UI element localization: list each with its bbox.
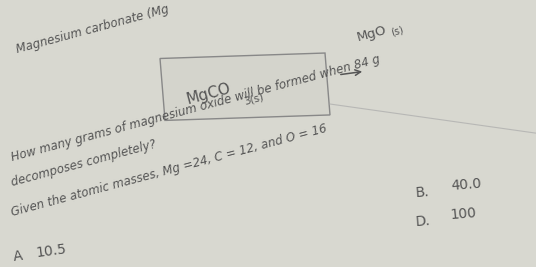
Text: MgO: MgO bbox=[355, 23, 388, 44]
Text: 3(s): 3(s) bbox=[243, 92, 265, 106]
Text: Magnesium carbonate (Mg: Magnesium carbonate (Mg bbox=[15, 3, 171, 57]
Text: B.: B. bbox=[415, 185, 430, 200]
Text: Given the atomic masses, Mg =24, C = 12, and O = 16: Given the atomic masses, Mg =24, C = 12,… bbox=[10, 121, 329, 219]
Text: D.: D. bbox=[415, 214, 431, 229]
Polygon shape bbox=[160, 53, 330, 120]
Text: How many grams of magnesium oxide will be formed when 84 g: How many grams of magnesium oxide will b… bbox=[10, 53, 382, 164]
Text: 10.5: 10.5 bbox=[35, 242, 68, 260]
Text: A: A bbox=[12, 249, 23, 264]
Text: MgCO: MgCO bbox=[185, 80, 233, 107]
Text: 100: 100 bbox=[450, 206, 478, 222]
Text: decomposes completely?: decomposes completely? bbox=[10, 138, 158, 189]
Text: 40.0: 40.0 bbox=[450, 176, 482, 193]
Text: (s): (s) bbox=[390, 24, 405, 37]
